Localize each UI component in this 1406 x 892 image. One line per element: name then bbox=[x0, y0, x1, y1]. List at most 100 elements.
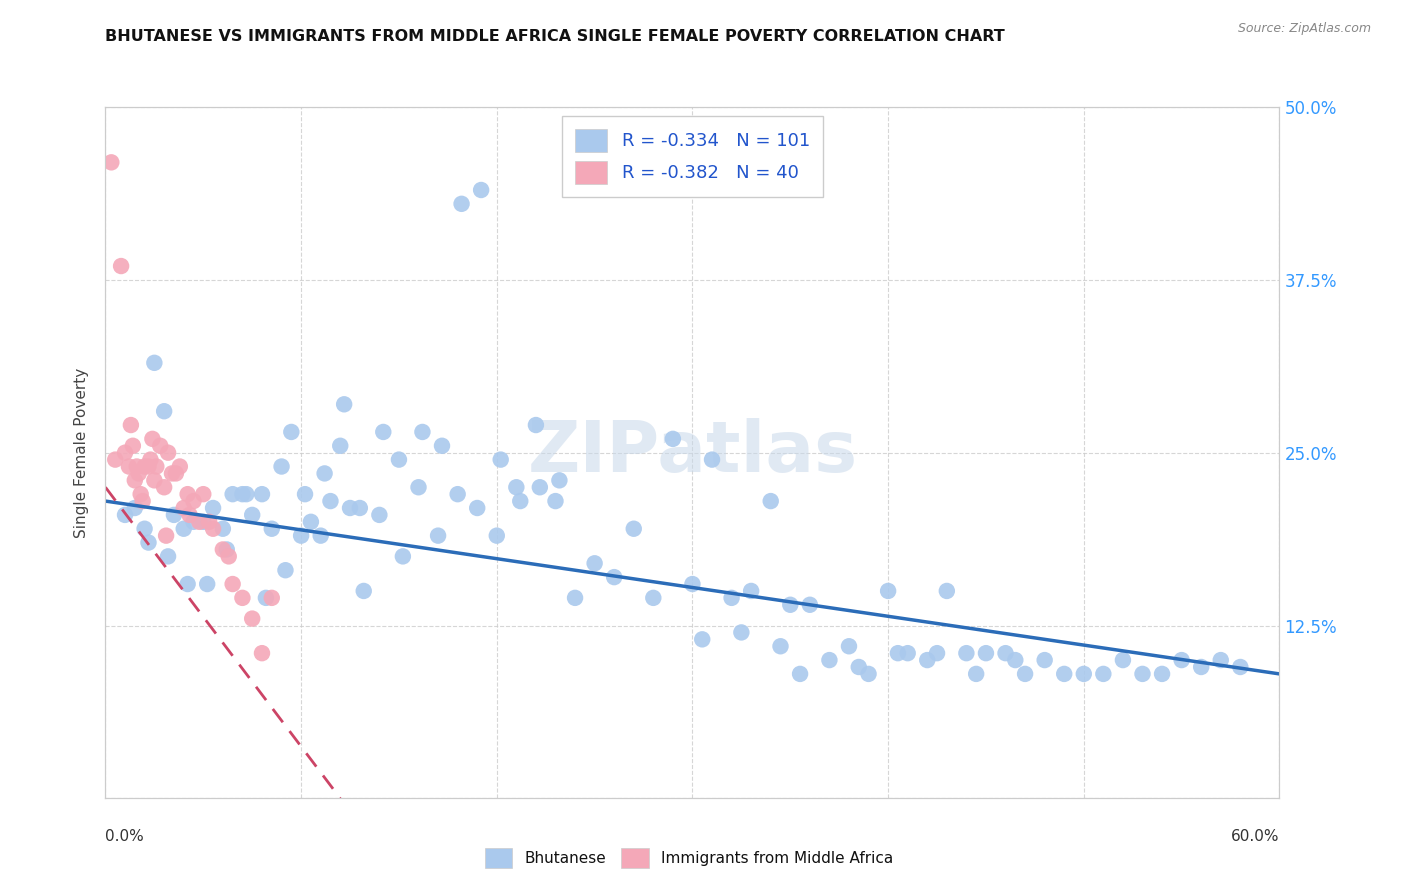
Point bbox=[143, 356, 166, 370]
Point bbox=[1092, 667, 1115, 681]
Point bbox=[274, 563, 297, 577]
Point bbox=[392, 549, 415, 564]
Text: Source: ZipAtlas.com: Source: ZipAtlas.com bbox=[1237, 22, 1371, 36]
Point bbox=[623, 522, 645, 536]
Point bbox=[524, 417, 547, 432]
Point bbox=[430, 439, 453, 453]
Point bbox=[176, 577, 198, 591]
Point bbox=[198, 515, 221, 529]
Point bbox=[408, 480, 430, 494]
Text: BHUTANESE VS IMMIGRANTS FROM MIDDLE AFRICA SINGLE FEMALE POVERTY CORRELATION CHA: BHUTANESE VS IMMIGRANTS FROM MIDDLE AFRI… bbox=[105, 29, 1005, 45]
Point bbox=[235, 487, 257, 501]
Point bbox=[368, 508, 391, 522]
Point bbox=[1209, 653, 1232, 667]
Point bbox=[730, 625, 752, 640]
Point bbox=[114, 445, 136, 460]
Point bbox=[163, 508, 186, 522]
Point bbox=[176, 487, 198, 501]
Point bbox=[1170, 653, 1192, 667]
Point bbox=[603, 570, 626, 584]
Point bbox=[218, 549, 240, 564]
Point bbox=[270, 459, 292, 474]
Point bbox=[280, 425, 302, 439]
Point bbox=[848, 660, 870, 674]
Point bbox=[1150, 667, 1173, 681]
Point bbox=[118, 459, 141, 474]
Point bbox=[838, 639, 860, 653]
Point bbox=[250, 646, 273, 660]
Point bbox=[564, 591, 586, 605]
Point bbox=[544, 494, 567, 508]
Point bbox=[231, 591, 253, 605]
Point bbox=[100, 155, 122, 169]
Point bbox=[1112, 653, 1135, 667]
Point bbox=[134, 459, 156, 474]
Point bbox=[759, 494, 782, 508]
Point bbox=[193, 487, 215, 501]
Point bbox=[138, 459, 160, 474]
Point bbox=[260, 591, 283, 605]
Point bbox=[1004, 653, 1026, 667]
Point bbox=[935, 583, 957, 598]
Point bbox=[887, 646, 910, 660]
Point bbox=[254, 591, 277, 605]
Point bbox=[1053, 667, 1076, 681]
Point bbox=[411, 425, 433, 439]
Point bbox=[155, 528, 177, 542]
Point bbox=[662, 432, 685, 446]
Point bbox=[188, 515, 211, 529]
Point bbox=[643, 591, 665, 605]
Point bbox=[799, 598, 821, 612]
Point bbox=[202, 522, 225, 536]
Point bbox=[333, 397, 356, 411]
Point bbox=[134, 522, 156, 536]
Point bbox=[211, 522, 233, 536]
Point bbox=[160, 467, 183, 481]
Point bbox=[1073, 667, 1095, 681]
Point bbox=[124, 500, 146, 515]
Point bbox=[250, 487, 273, 501]
Point bbox=[779, 598, 801, 612]
Point bbox=[221, 577, 243, 591]
Point bbox=[114, 508, 136, 522]
Point bbox=[202, 500, 225, 515]
Point bbox=[1229, 660, 1251, 674]
Point bbox=[700, 452, 723, 467]
Point bbox=[505, 480, 527, 494]
Point bbox=[353, 583, 375, 598]
Point bbox=[143, 473, 166, 487]
Point bbox=[915, 653, 938, 667]
Point bbox=[193, 515, 215, 529]
Point bbox=[110, 259, 132, 273]
Point bbox=[329, 439, 352, 453]
Point bbox=[373, 425, 395, 439]
Point bbox=[897, 646, 920, 660]
Point bbox=[145, 459, 167, 474]
Point bbox=[529, 480, 551, 494]
Point bbox=[221, 487, 243, 501]
Point bbox=[427, 528, 450, 542]
Point bbox=[299, 515, 322, 529]
Point bbox=[319, 494, 342, 508]
Point bbox=[138, 535, 160, 549]
Point bbox=[769, 639, 792, 653]
Point bbox=[215, 542, 238, 557]
Point bbox=[128, 467, 150, 481]
Point bbox=[509, 494, 531, 508]
Point bbox=[388, 452, 411, 467]
Point bbox=[309, 528, 332, 542]
Point bbox=[955, 646, 977, 660]
Point bbox=[740, 583, 762, 598]
Point bbox=[548, 473, 571, 487]
Point bbox=[260, 522, 283, 536]
Point bbox=[141, 432, 163, 446]
Point bbox=[690, 632, 713, 647]
Point bbox=[290, 528, 312, 542]
Point bbox=[157, 445, 180, 460]
Point bbox=[965, 667, 987, 681]
Point bbox=[231, 487, 253, 501]
Point bbox=[314, 467, 336, 481]
Point bbox=[994, 646, 1017, 660]
Point bbox=[583, 557, 606, 571]
Point bbox=[925, 646, 948, 660]
